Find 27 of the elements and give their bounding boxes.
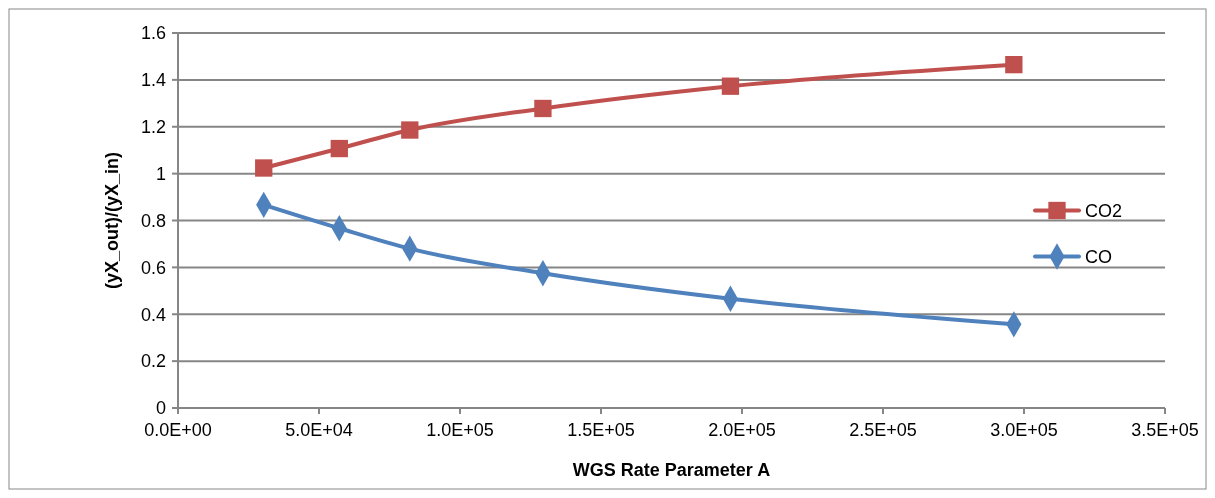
- point: [330, 139, 348, 158]
- y-tick-label: 0: [155, 398, 166, 419]
- x-tick-label: 2.5E+05: [849, 420, 917, 440]
- x-axis-title: WGS Rate Parameter A: [572, 460, 771, 480]
- point: [1005, 55, 1023, 74]
- y-tick-label: 1.4: [140, 70, 166, 91]
- y-axis-title: (yX_out)/(yX_in): [102, 151, 122, 290]
- x-tick-label: 5.0E+04: [285, 420, 353, 440]
- x-tick-label: 0.0E+00: [144, 420, 212, 440]
- y-tick-label: 1.2: [140, 117, 166, 138]
- legend-label: CO: [1085, 246, 1112, 267]
- legend-label: CO2: [1085, 200, 1123, 221]
- y-tick-label: 0.2: [140, 351, 166, 372]
- point: [401, 121, 419, 139]
- y-tick-label: 0.8: [140, 210, 166, 231]
- point: [721, 77, 740, 95]
- x-tick-label: 2.0E+05: [708, 420, 776, 440]
- x-tick-label: 3.5E+05: [1131, 420, 1199, 440]
- x-tick-label: 1.0E+05: [426, 420, 494, 440]
- y-tick-label: 0.4: [140, 304, 166, 325]
- x-tick-label: 1.5E+05: [567, 420, 635, 440]
- y-tick-label: 0.6: [140, 257, 166, 278]
- y-tick-label: 1.6: [140, 23, 166, 44]
- x-tick-label: 3.0E+05: [990, 420, 1058, 440]
- point: [534, 99, 552, 118]
- y-tick-label: 1: [155, 163, 166, 184]
- point: [255, 159, 273, 177]
